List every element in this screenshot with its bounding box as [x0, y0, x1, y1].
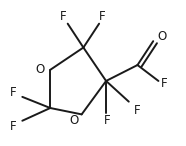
Text: O: O [69, 114, 78, 127]
Text: F: F [10, 120, 16, 133]
Text: O: O [35, 63, 44, 76]
Text: F: F [10, 86, 16, 99]
Text: O: O [158, 30, 167, 43]
Text: F: F [161, 77, 168, 90]
Text: F: F [103, 114, 110, 127]
Text: F: F [134, 104, 141, 117]
Text: F: F [60, 10, 67, 23]
Text: F: F [98, 10, 105, 23]
